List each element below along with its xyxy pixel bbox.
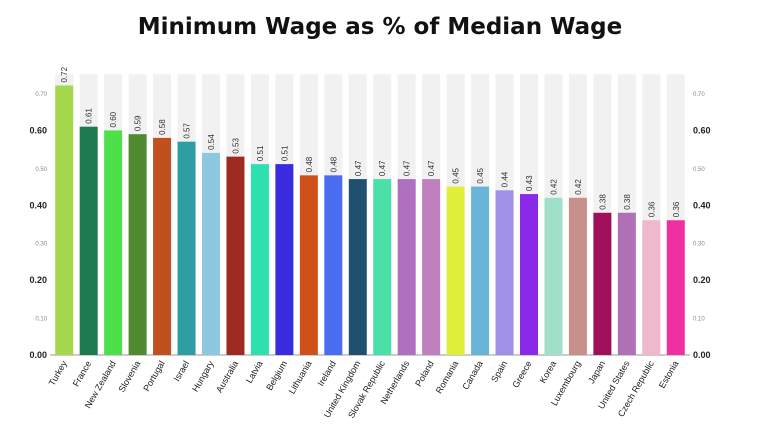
bar-value-label: 0.38 [598, 194, 607, 210]
bar [202, 152, 220, 355]
bar-value-label: 0.57 [183, 123, 192, 139]
y-tick-label-left: 0.20 [29, 275, 47, 285]
y-tick-label-left: 0.50 [35, 167, 47, 173]
bar-value-label: 0.48 [329, 156, 338, 172]
bar [617, 212, 636, 355]
bar-value-label: 0.42 [549, 179, 558, 195]
bar-value-label: 0.59 [134, 115, 143, 131]
bar-value-label: 0.47 [403, 160, 412, 176]
bar-value-label: 0.45 [476, 167, 485, 183]
bar-value-label: 0.36 [672, 201, 681, 217]
y-tick-label-right: 0.40 [693, 200, 711, 210]
y-tick-label-left: 0.10 [35, 317, 47, 323]
category-label: Australia [214, 359, 240, 394]
y-tick-label-right: 0.60 [693, 125, 711, 135]
bar [446, 186, 465, 355]
bar-value-label: 0.54 [207, 134, 216, 150]
category-label: Hungary [190, 359, 216, 394]
y-tick-label-left: 0.00 [29, 350, 47, 360]
y-tick-label-left: 0.30 [35, 242, 47, 248]
bar [299, 175, 318, 355]
bar [593, 212, 612, 355]
bar [177, 141, 196, 355]
bar [250, 164, 269, 355]
category-label: Romania [434, 359, 461, 395]
y-tick-label-right: 0.50 [693, 167, 705, 173]
category-label: Lithuania [287, 359, 314, 396]
y-tick-label-left: 0.70 [35, 92, 47, 98]
category-label: Ireland [316, 359, 338, 388]
bar [226, 156, 245, 355]
category-label: Belgium [264, 359, 289, 392]
category-label: Latvia [244, 359, 265, 385]
bar [373, 179, 392, 355]
bar-value-label: 0.45 [452, 167, 461, 183]
bar-value-label: 0.43 [525, 175, 534, 191]
y-tick-label-right: 0.70 [693, 92, 705, 98]
category-label: Poland [413, 359, 436, 388]
category-label: Canada [460, 359, 484, 391]
bar [495, 190, 514, 355]
bar [128, 134, 147, 355]
bar [471, 186, 490, 355]
category-label: Japan [586, 359, 607, 385]
bar-value-label: 0.38 [623, 194, 632, 210]
bar [397, 179, 416, 355]
bar [544, 197, 563, 355]
bar-value-label: 0.61 [85, 108, 94, 124]
bar-value-label: 0.47 [378, 160, 387, 176]
category-label: Spain [489, 359, 509, 384]
chart-title: Minimum Wage as % of Median Wage [137, 14, 623, 40]
bar [666, 220, 685, 355]
category-label: Israel [172, 359, 192, 383]
bar-value-label: 0.47 [354, 160, 363, 176]
category-label: Slovenia [116, 359, 142, 394]
bar [79, 126, 98, 355]
bar [153, 137, 172, 355]
bar [568, 197, 587, 355]
y-tick-label-left: 0.60 [29, 125, 47, 135]
y-tick-label-right: 0.10 [693, 317, 705, 323]
category-label: Portugal [141, 359, 166, 393]
bar [520, 194, 538, 355]
bar-value-label: 0.44 [501, 171, 510, 187]
bar-value-label: 0.60 [109, 111, 118, 127]
bar-value-label: 0.51 [256, 145, 265, 161]
y-tick-label-right: 0.30 [693, 242, 705, 248]
y-tick-label-right: 0.20 [693, 275, 711, 285]
category-label: Estonia [657, 359, 681, 390]
bar [348, 179, 367, 355]
category-label: Korea [538, 359, 559, 385]
bar [642, 220, 661, 355]
bar [324, 175, 343, 355]
bar-value-label: 0.51 [280, 145, 289, 161]
category-label: Turkey [47, 359, 69, 388]
y-tick-label-left: 0.40 [29, 200, 47, 210]
bar-value-label: 0.42 [574, 179, 583, 195]
bar-value-label: 0.36 [647, 201, 656, 217]
bar-value-label: 0.47 [427, 160, 436, 176]
bar [104, 130, 123, 355]
bar-value-label: 0.58 [158, 119, 167, 135]
bar [275, 164, 294, 355]
bar [422, 179, 441, 355]
bar-value-label: 0.72 [60, 66, 69, 82]
bar-value-label: 0.53 [231, 138, 240, 154]
category-label: France [71, 359, 94, 388]
y-tick-label-right: 0.00 [693, 350, 711, 360]
bar-value-label: 0.48 [305, 156, 314, 172]
bar [55, 85, 74, 355]
category-label: Greece [510, 359, 533, 390]
